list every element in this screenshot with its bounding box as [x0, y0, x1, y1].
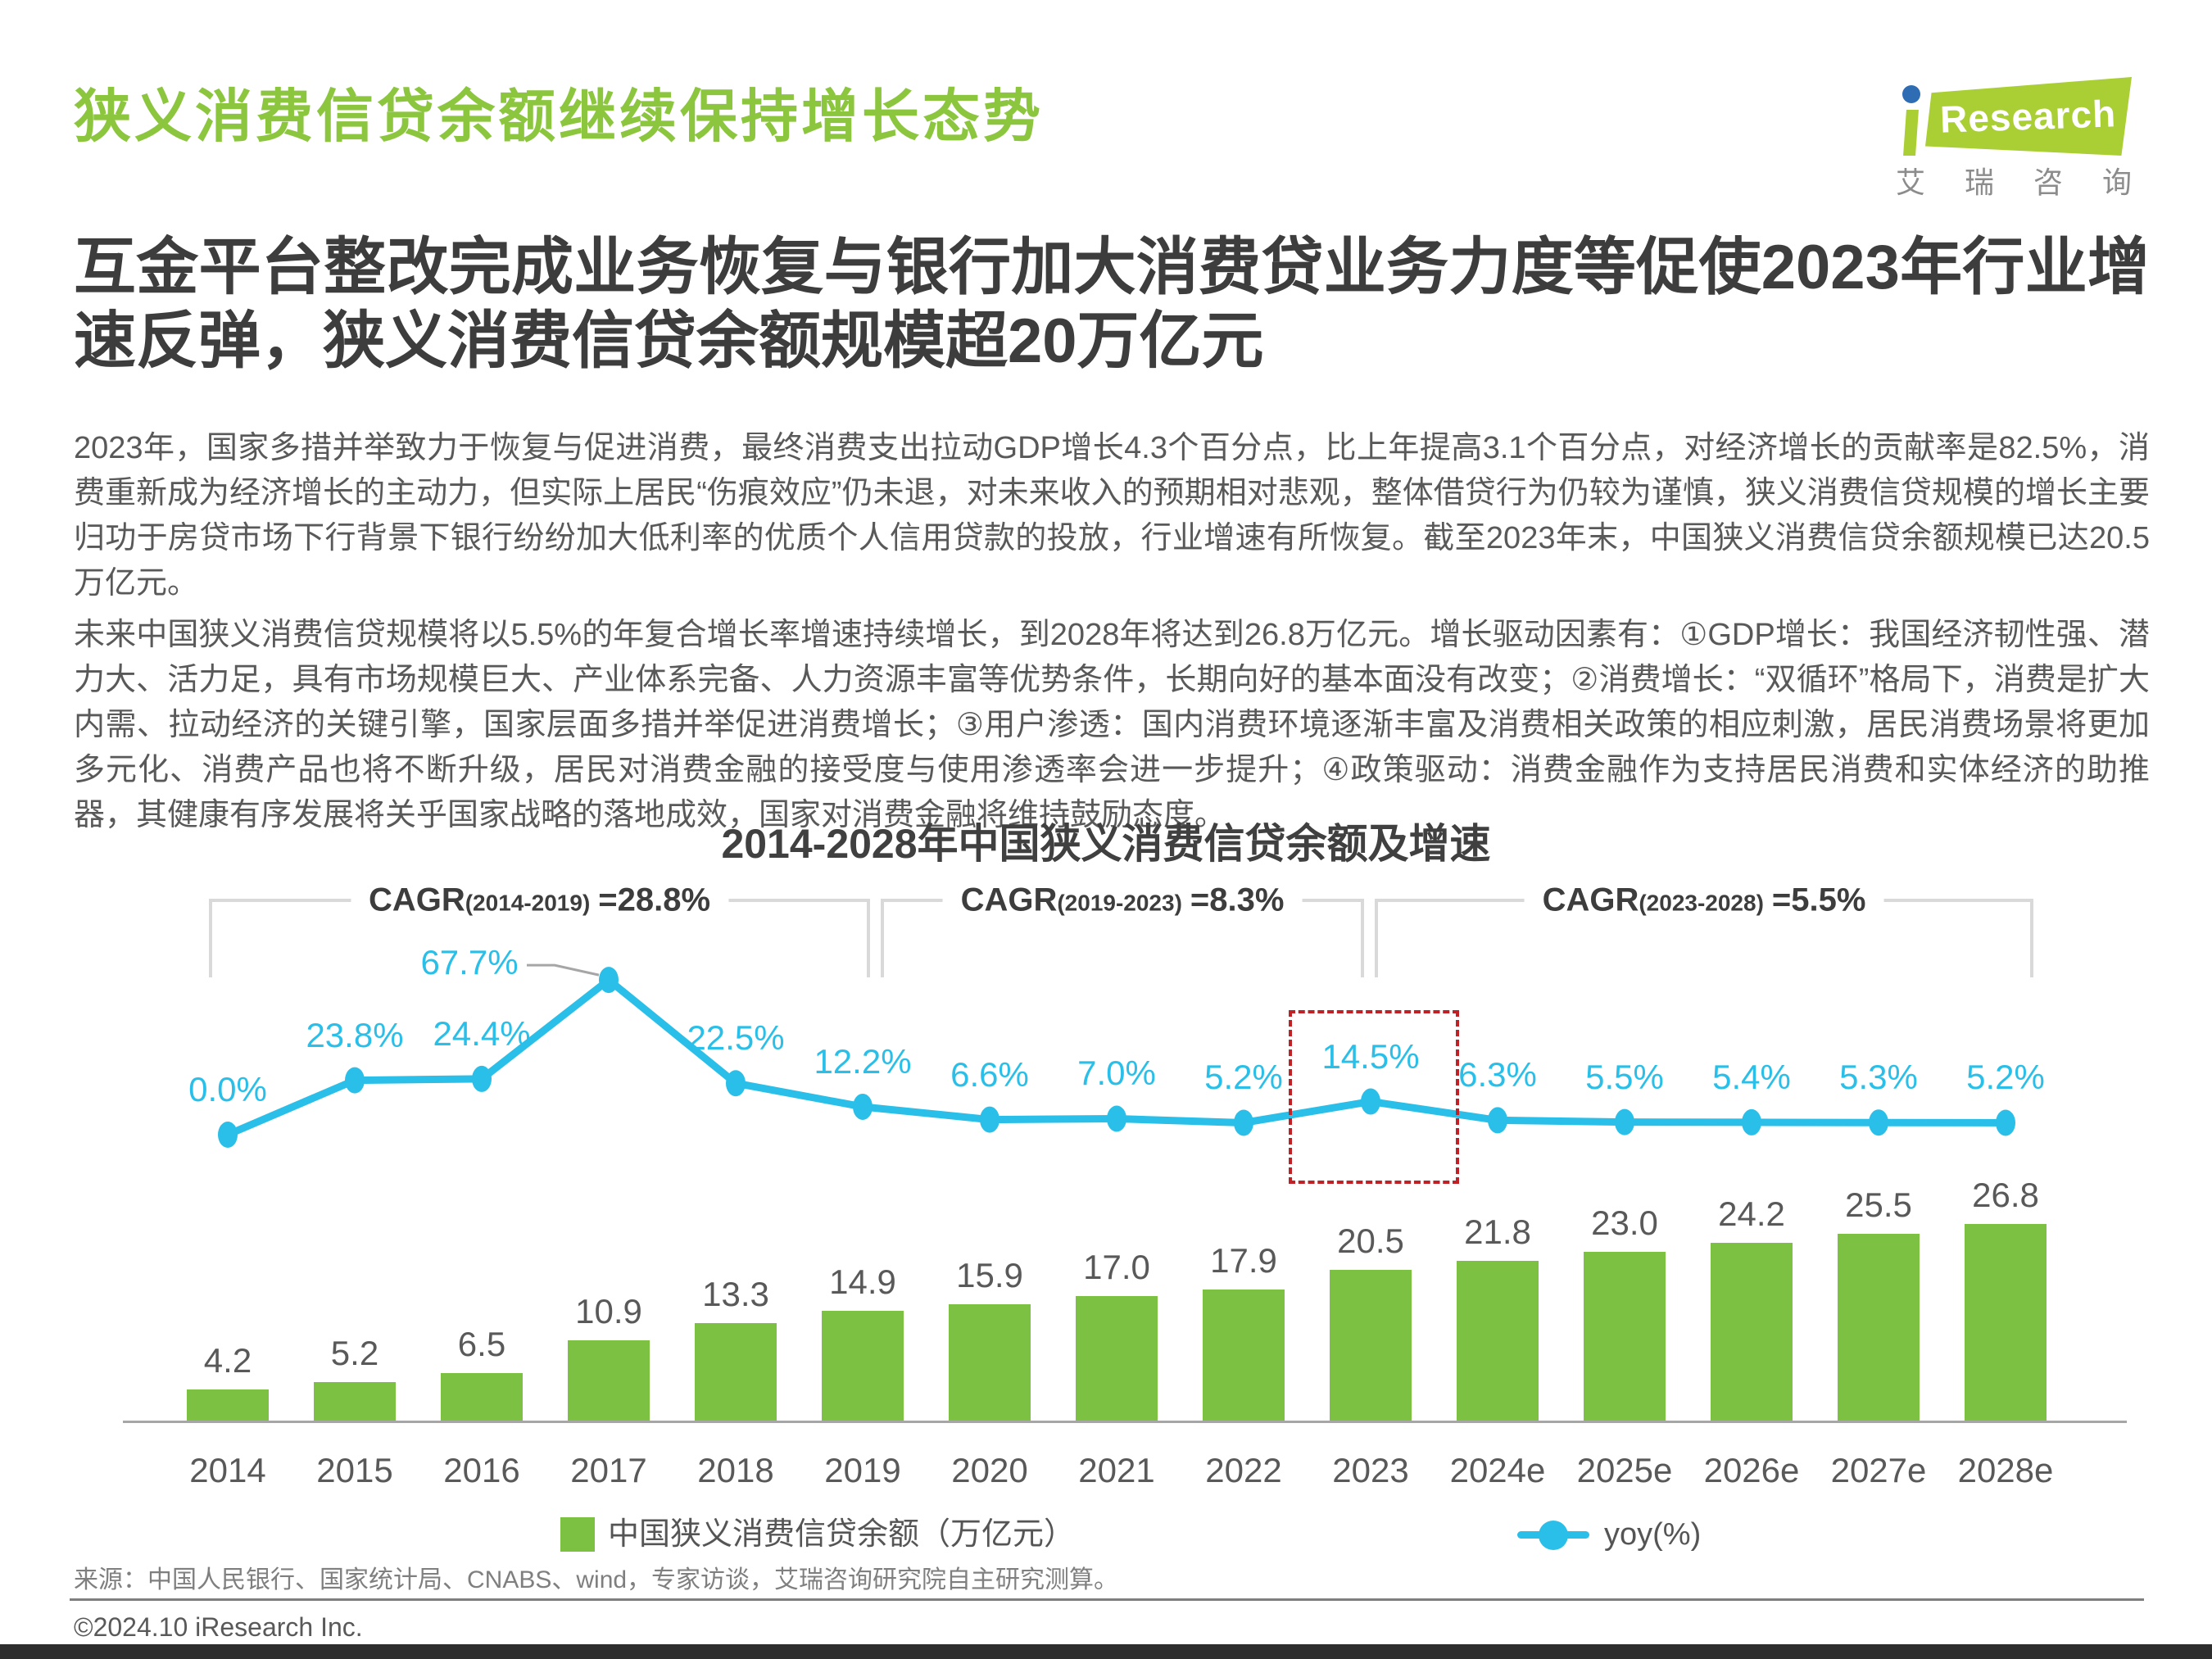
legend-line-dot: [1539, 1521, 1568, 1550]
bar-value-label: 26.8: [1972, 1175, 2039, 1214]
bar-2018: [695, 1322, 777, 1421]
bar-value-label: 17.0: [1083, 1247, 1150, 1286]
cagr-label-3: CAGR(2023-2028) =5.5%: [1524, 882, 1884, 919]
cagr-bracket-2014-2019: CAGR(2014-2019) =28.8%: [209, 882, 870, 977]
bracket-tick-left: [881, 900, 884, 977]
x-axis-label-2021: 2021: [1078, 1451, 1155, 1489]
cagr-bracket-2019-2023: CAGR(2019-2023) =8.3%: [881, 882, 1364, 977]
x-axis-line: [123, 1421, 2127, 1423]
body-paragraph-2: 未来中国狭义消费信贷规模将以5.5%的年复合增长率增速持续增长，到2028年将达…: [74, 618, 2150, 832]
x-axis-label-2016: 2016: [443, 1451, 520, 1489]
bar-2017: [568, 1340, 650, 1421]
bar-value-label: 17.9: [1210, 1240, 1277, 1280]
source-note: 来源：中国人民银行、国家统计局、CNABS、wind，专家访谈，艾瑞咨询研究院自…: [74, 1566, 1119, 1593]
yoy-value-label: 24.4%: [433, 1013, 531, 1053]
x-axis-label-2026e: 2026e: [1703, 1451, 1800, 1489]
x-axis-label-2025e: 2025e: [1576, 1451, 1673, 1489]
bar-value-label: 10.9: [575, 1292, 642, 1331]
x-axis-label-2022: 2022: [1205, 1451, 1282, 1489]
bar-value-label: 5.2: [330, 1334, 379, 1373]
bar-2025e: [1584, 1251, 1666, 1421]
footer-bar: [0, 1644, 2212, 1659]
x-axis-label-2017: 2017: [570, 1451, 647, 1489]
yoy-value-label: 5.5%: [1585, 1057, 1664, 1096]
bar-2014: [187, 1389, 269, 1421]
bar-2027e: [1838, 1233, 1920, 1421]
yoy-value-label: 6.6%: [950, 1054, 1029, 1094]
yoy-value-label: 22.5%: [687, 1018, 785, 1058]
bracket-tick-left: [1375, 900, 1378, 977]
chart-title: 2014-2028年中国狭义消费信贷余额及增速: [721, 821, 1491, 867]
yoy-value-label: 7.0%: [1077, 1054, 1156, 1093]
bar-value-label: 4.2: [203, 1341, 252, 1380]
x-axis-label-2018: 2018: [697, 1451, 774, 1489]
copyright-text: ©2024.10 iResearch Inc.: [74, 1612, 363, 1642]
bar-value-label: 25.5: [1845, 1185, 1912, 1224]
x-axis-label-2015: 2015: [316, 1451, 393, 1489]
yoy-value-label: 67.7%: [420, 943, 519, 982]
bar-2023: [1330, 1270, 1412, 1421]
yoy-value-label: 0.0%: [188, 1070, 267, 1108]
yoy-value-label: 6.3%: [1458, 1055, 1537, 1095]
yoy-value-label: 14.5%: [1321, 1036, 1420, 1076]
bar-2026e: [1711, 1243, 1793, 1421]
x-axis-label-2024e: 2024e: [1449, 1451, 1546, 1489]
bar-2021: [1076, 1295, 1158, 1421]
bracket-tick-left: [209, 900, 212, 977]
bar-value-label: 20.5: [1337, 1222, 1404, 1261]
bar-value-label: 21.8: [1464, 1212, 1531, 1251]
bar-2024e: [1457, 1260, 1539, 1421]
x-axis-label-2020: 2020: [951, 1451, 1028, 1489]
yoy-value-label: 5.4%: [1712, 1057, 1791, 1096]
bar-2020: [949, 1303, 1031, 1421]
body-paragraph-1: 2023年，国家多措并举致力于恢复与促进消费，最终消费支出拉动GDP增长4.3个…: [74, 431, 2150, 601]
footer-divider: [70, 1598, 2144, 1601]
bracket-tick-right: [867, 900, 870, 977]
bracket-tick-right: [1361, 900, 1364, 977]
bar-2015: [314, 1382, 396, 1421]
iresearch-logo: Research 艾瑞咨询: [1884, 67, 2167, 199]
logo-i-dot-icon: [1902, 85, 1920, 103]
section-subtitle: 互金平台整改完成业务恢复与银行加大消费贷业务力度等促使2023年行业增速反弹，狭…: [74, 233, 2150, 376]
yoy-value-label: 5.2%: [1204, 1058, 1283, 1097]
yoy-value-label: 12.2%: [814, 1041, 912, 1081]
legend-bar-swatch: [560, 1517, 595, 1552]
x-axis-label-2027e: 2027e: [1830, 1451, 1927, 1489]
x-axis-label-2014: 2014: [189, 1451, 266, 1489]
bar-value-label: 6.5: [457, 1324, 506, 1363]
yoy-value-label: 5.3%: [1839, 1058, 1918, 1097]
x-axis-label-2028e: 2028e: [1957, 1451, 2054, 1489]
bar-value-label: 15.9: [956, 1255, 1023, 1294]
cagr-label-1: CAGR(2014-2019) =28.8%: [350, 882, 729, 919]
x-axis-label-2023: 2023: [1332, 1451, 1409, 1489]
bar-value-label: 23.0: [1591, 1203, 1658, 1242]
highlight-box-2023: [1289, 1009, 1459, 1184]
legend-bar-label: 中国狭义消费信贷余额（万亿元）: [608, 1517, 1076, 1552]
x-axis-label-2019: 2019: [824, 1451, 901, 1489]
yoy-value-label: 23.8%: [306, 1015, 404, 1054]
cagr-bracket-2023-2028: CAGR(2023-2028) =5.5%: [1375, 882, 2033, 977]
bar-value-label: 13.3: [702, 1274, 769, 1313]
bar-2016: [441, 1372, 523, 1421]
bar-value-label: 24.2: [1718, 1194, 1785, 1234]
cagr-label-2: CAGR(2019-2023) =8.3%: [942, 882, 1303, 919]
bar-2019: [822, 1311, 904, 1421]
logo-brand-chinese: 艾瑞咨询: [1896, 165, 2172, 199]
page-title: 狭义消费信贷余额继续保持增长态势: [74, 84, 1044, 148]
yoy-value-label: 5.2%: [1966, 1058, 2045, 1097]
legend-line-label: yoy(%): [1604, 1517, 1702, 1552]
bracket-tick-right: [2030, 900, 2033, 977]
bar-value-label: 14.9: [829, 1262, 896, 1302]
bar-2022: [1203, 1289, 1285, 1421]
bar-2028e: [1965, 1223, 2047, 1421]
